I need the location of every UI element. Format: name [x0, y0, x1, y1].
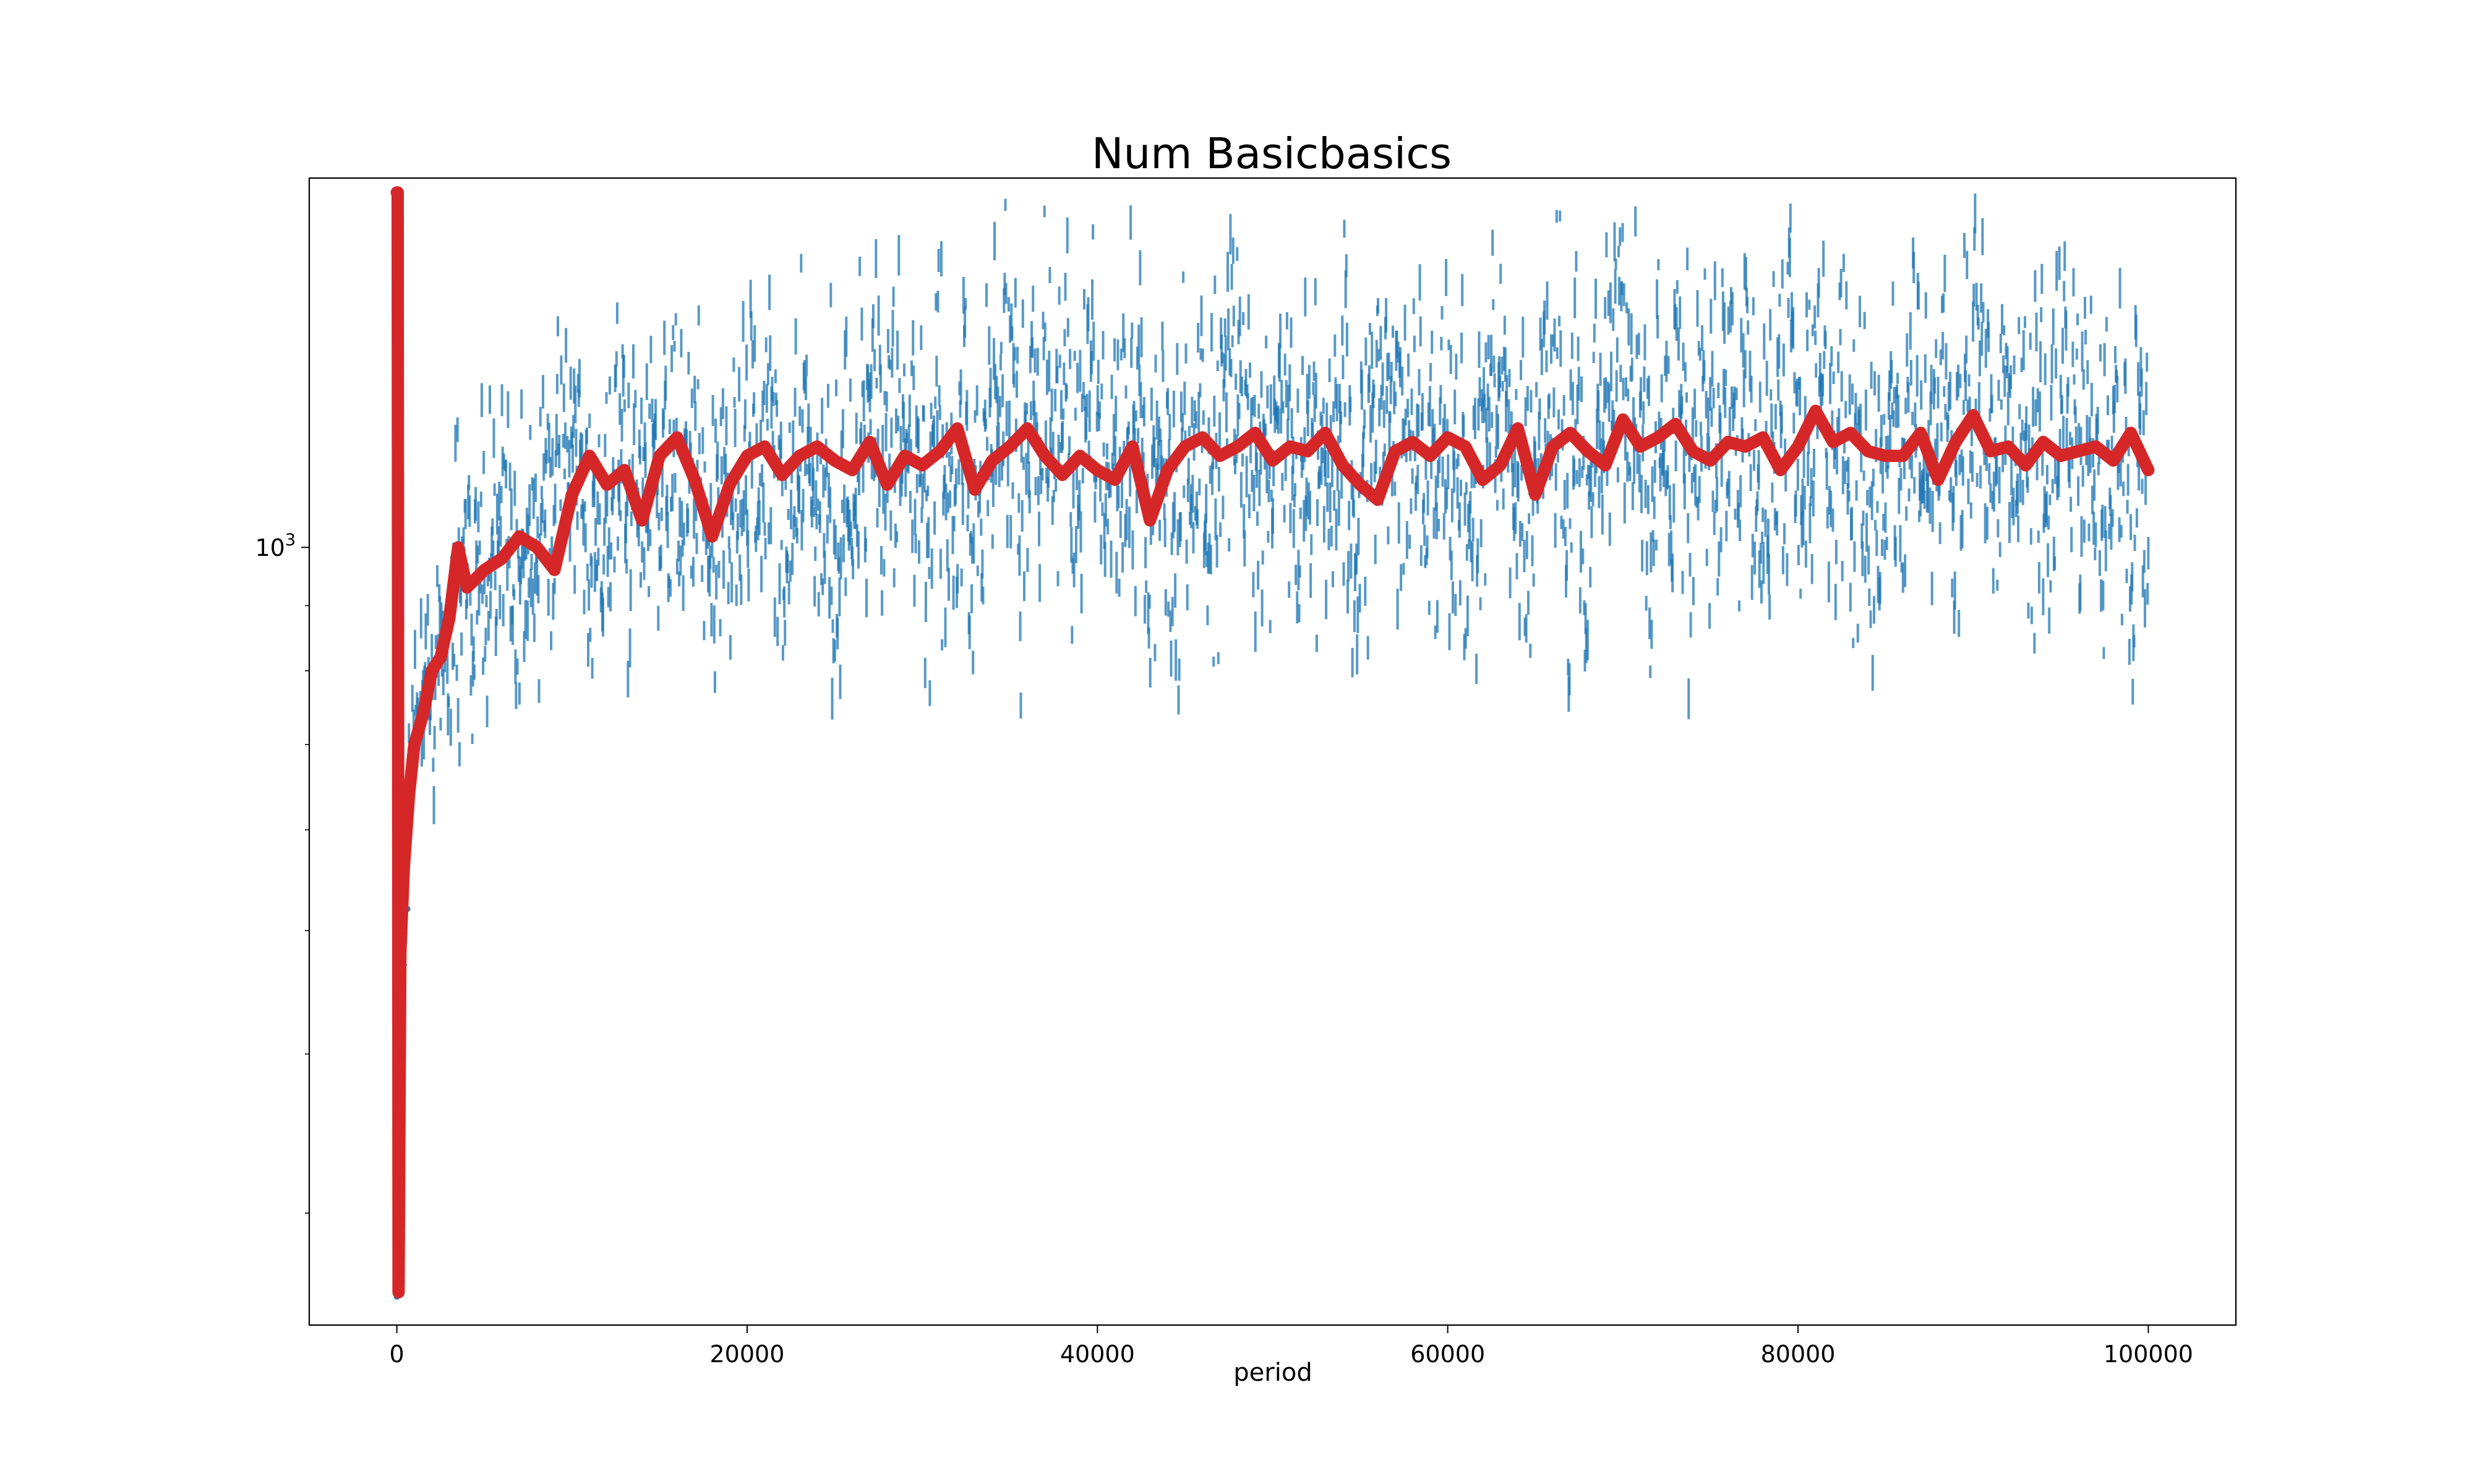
x-tick-label: 0: [389, 1341, 404, 1368]
x-tick-label: 20000: [710, 1341, 785, 1368]
x-tick-label: 100000: [2104, 1341, 2193, 1368]
moving-average-layer: [390, 186, 2155, 1298]
x-tick-label: 80000: [1761, 1341, 1836, 1368]
moving-average-line: [390, 186, 2155, 1298]
x-axis-ticks: 0 20000 40000 60000 80000 100000: [389, 1325, 2193, 1368]
x-axis-label: period: [1233, 1358, 1312, 1387]
axes-frame: [308, 177, 2237, 1326]
chart-title: Num Basicbasics: [1092, 129, 1452, 179]
x-tick-label: 40000: [1060, 1341, 1135, 1368]
x-tick-label: 60000: [1410, 1341, 1485, 1368]
raw-data-scatter: [393, 194, 2150, 1300]
scatter-series-raw: [393, 194, 2150, 1300]
